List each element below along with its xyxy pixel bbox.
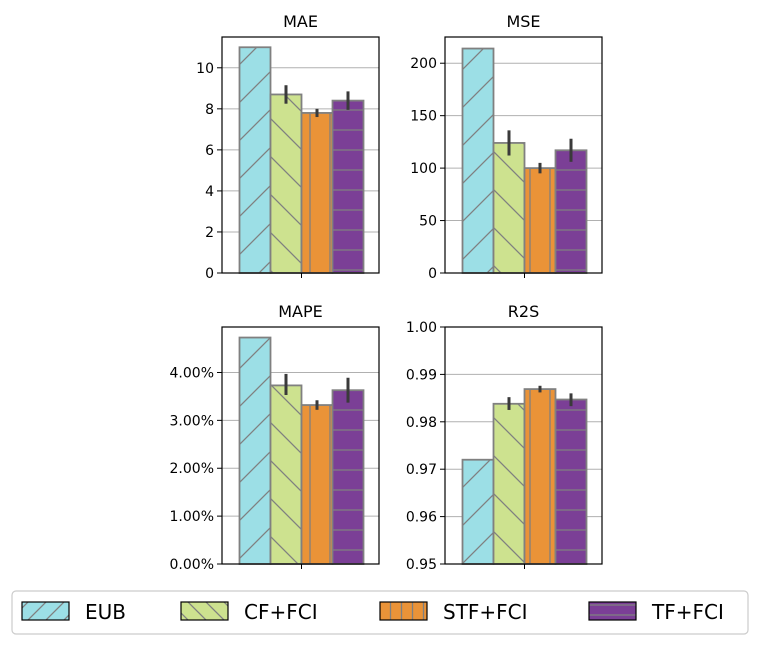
legend-swatch-hatch [588, 601, 637, 621]
legend-swatch-hatch [21, 601, 70, 621]
legend-item-stf-fci: STF+FCI [379, 600, 528, 624]
bar-hatch-tf-fci [331, 389, 365, 565]
axes-frame [444, 326, 603, 565]
y-tick-label: 150 [410, 109, 437, 125]
bar-hatch-tf-fci [554, 398, 588, 565]
chart-panel-mse: 0 50 100 150 200 MSE [410, 12, 603, 282]
bar-hatch-stf-fci [523, 167, 557, 274]
y-tick-label: 0.99 [406, 367, 437, 383]
bar-hatch-cf-fci [269, 93, 303, 274]
bar-hatch-cf-fci [269, 384, 303, 565]
y-tick-label: 0 [428, 266, 437, 282]
legend-item-cf-fci: CF+FCI [180, 600, 318, 624]
y-tick-label: 10 [196, 61, 214, 77]
y-tick-label: 4 [205, 184, 214, 200]
axes-frame [221, 326, 380, 565]
y-tick-label: 0.97 [406, 462, 437, 478]
y-tick-label: 2 [205, 225, 214, 241]
bar-hatch-eub [238, 46, 272, 274]
y-tick-label: 0 [205, 266, 214, 282]
legend-item-tf-fci: TF+FCI [588, 600, 724, 624]
legend: EUB CF+FCI STF+FCI TF+FCI [11, 590, 749, 635]
y-tick-label: 3.00% [170, 413, 214, 429]
y-tick-label: 4.00% [170, 365, 214, 381]
legend-item-eub: EUB [21, 600, 126, 624]
bar-hatch-stf-fci [300, 112, 334, 274]
legend-label: EUB [85, 600, 126, 624]
y-tick-label: 0.98 [406, 415, 437, 431]
bar-hatch-eub [461, 47, 495, 274]
bar-hatch-eub [461, 458, 495, 565]
bar-hatch-tf-fci [554, 149, 588, 274]
chart-title: MSE [506, 12, 540, 31]
y-tick-label: 50 [419, 214, 437, 230]
y-tick-label: 6 [205, 143, 214, 159]
y-tick-label: 0.96 [406, 510, 437, 526]
y-tick-label: 1.00 [406, 320, 437, 336]
y-tick-label: 0.00% [170, 557, 214, 573]
chart-panel-mae: 0 2 4 6 8 10 MAE [196, 12, 380, 282]
y-tick-label: 2.00% [170, 461, 214, 477]
axes-frame [221, 36, 380, 274]
y-tick-label: 8 [205, 102, 214, 118]
legend-swatch-hatch [379, 601, 428, 621]
bar-hatch-eub [238, 336, 272, 565]
chart-panel-r2s: 0.95 0.96 0.97 0.98 0.99 1.00 R2S [406, 302, 603, 573]
bar-hatch-cf-fci [492, 142, 526, 274]
bar-hatch-tf-fci [331, 99, 365, 274]
chart-panel-mape: 0.00% 1.00% 2.00% 3.00% 4.00% MAPE [170, 302, 380, 573]
y-tick-label: 0.95 [406, 557, 437, 573]
axes-frame [444, 36, 603, 274]
legend-label: TF+FCI [651, 600, 724, 624]
chart-title: MAE [283, 12, 318, 31]
bar-hatch-stf-fci [523, 388, 557, 565]
y-tick-label: 200 [410, 56, 437, 72]
chart-title: MAPE [278, 302, 323, 321]
bar-hatch-stf-fci [300, 404, 334, 565]
legend-label: CF+FCI [244, 600, 318, 624]
bar-hatch-cf-fci [492, 402, 526, 565]
y-tick-label: 100 [410, 161, 437, 177]
chart-title: R2S [508, 302, 539, 321]
legend-label: STF+FCI [443, 600, 528, 624]
y-tick-label: 1.00% [170, 509, 214, 525]
legend-swatch-hatch [180, 601, 229, 621]
